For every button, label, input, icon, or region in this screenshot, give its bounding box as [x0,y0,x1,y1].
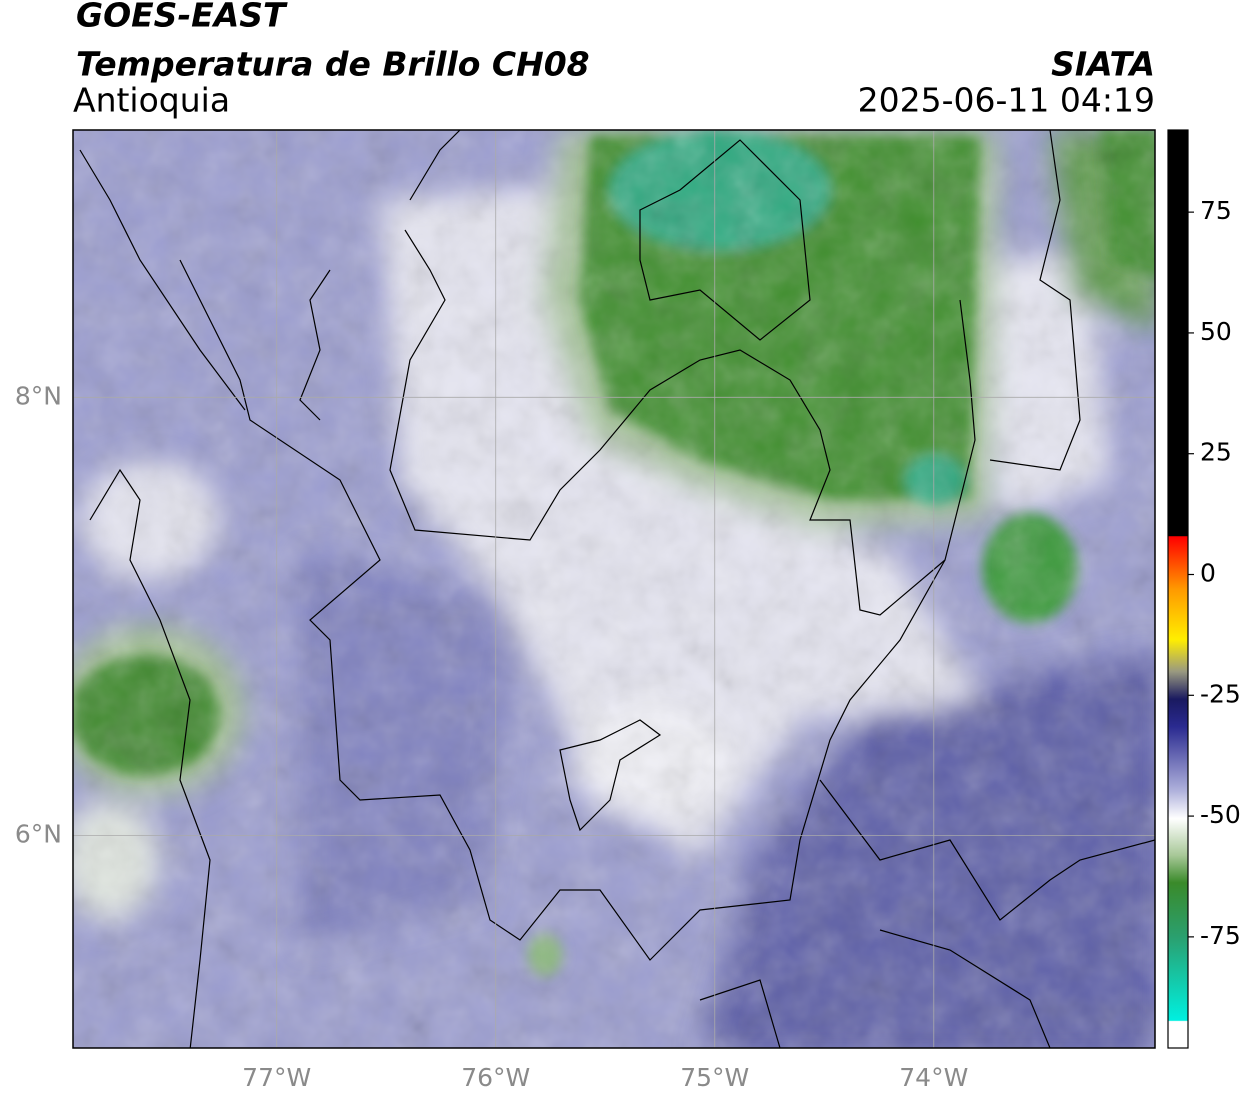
y-tick-label: 6°N [15,819,62,848]
y-tick-label: 8°N [15,381,62,410]
colorbar-tick-label: 50 [1200,317,1232,346]
title: GOES-EAST [76,0,288,35]
timestamp: 2025-06-11 04:19 [858,81,1155,120]
x-tick-label: 75°W [680,1063,749,1092]
colorbar-tick-label: -25 [1200,679,1241,708]
colorbar [1167,129,1189,1049]
colorbar-tick-label: -75 [1200,921,1241,950]
source: SIATA [1051,45,1155,84]
map-frame [72,129,1156,1049]
satellite-image [73,130,1155,1048]
x-tick-label: 77°W [242,1063,311,1092]
x-tick-label: 76°W [461,1063,530,1092]
colorbar-tick-label: -50 [1200,800,1241,829]
region: Antioquia [73,81,230,120]
subtitle: Temperatura de Brillo CH08 [76,45,590,84]
colorbar-tick-label: 75 [1200,196,1232,225]
x-tick-label: 74°W [899,1063,968,1092]
boundaries [79,130,1155,1048]
colorbar-tick-label: 25 [1200,438,1232,467]
colorbar-tick-label: 0 [1200,559,1216,588]
